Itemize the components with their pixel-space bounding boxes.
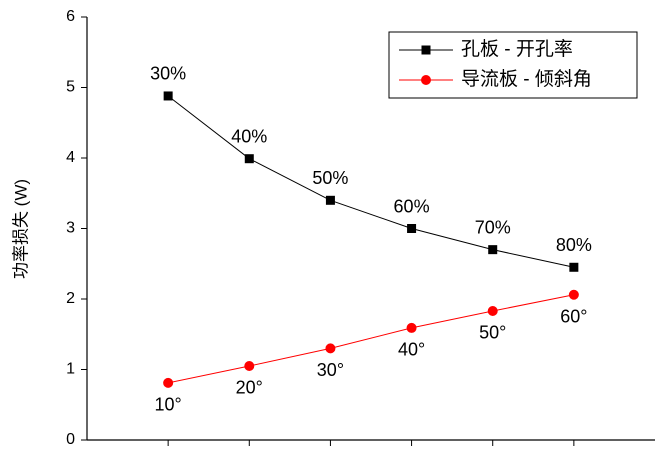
y-tick-label: 6 (66, 8, 75, 25)
legend-marker (421, 45, 431, 55)
y-tick-label: 3 (66, 220, 75, 237)
marker (325, 343, 336, 354)
legend-marker (421, 75, 431, 85)
marker (569, 262, 579, 272)
y-axis-label: 功率损失 (W) (11, 179, 30, 279)
point-label: 10° (155, 395, 182, 415)
marker (244, 360, 255, 371)
legend-label: 孔板 - 开孔率 (461, 38, 573, 60)
marker (488, 245, 498, 255)
point-label: 70% (475, 217, 511, 237)
series-line (168, 294, 574, 384)
point-label: 50% (312, 168, 348, 188)
point-label: 20° (236, 378, 263, 398)
y-tick-label: 0 (66, 431, 75, 448)
point-label: 40% (231, 126, 267, 146)
point-label: 60% (394, 196, 430, 216)
point-label: 30% (150, 64, 186, 84)
y-tick-label: 4 (66, 149, 75, 166)
point-label: 60° (560, 307, 587, 327)
marker (244, 154, 254, 164)
legend-box (388, 31, 638, 99)
series-line (167, 95, 574, 268)
marker (487, 305, 498, 316)
point-label: 30° (317, 360, 344, 380)
marker (407, 224, 417, 233)
marker (568, 289, 579, 300)
point-label: 80% (556, 235, 592, 255)
legend-label: 导流板 - 倾斜角 (461, 68, 592, 90)
y-tick-label: 5 (66, 79, 75, 96)
marker (163, 91, 173, 101)
marker (406, 322, 417, 333)
point-label: 50° (479, 323, 506, 343)
y-tick-label: 2 (66, 290, 75, 307)
y-tick-label: 1 (66, 361, 75, 378)
marker (325, 195, 335, 205)
marker (163, 377, 174, 388)
point-label: 40° (398, 340, 425, 360)
